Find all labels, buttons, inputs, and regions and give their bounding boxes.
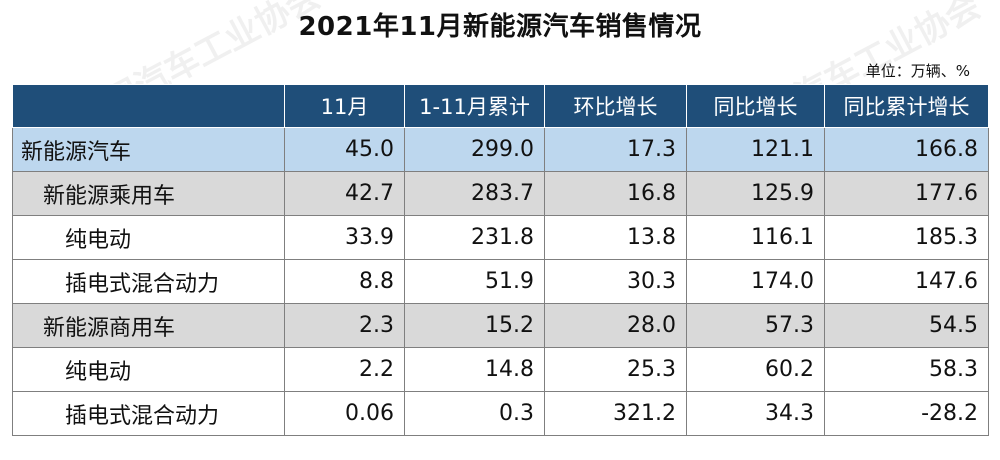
table-header-row: 11月 1-11月累计 环比增长 同比增长 同比累计增长: [12, 84, 989, 128]
table-cell: 121.1: [686, 127, 825, 172]
row-label: 插电式混合动力: [12, 259, 285, 304]
table-row: 纯电动 33.9 231.8 13.8 116.1 185.3: [12, 215, 989, 260]
table-cell: 15.2: [404, 303, 545, 348]
column-header: 环比增长: [544, 84, 687, 128]
row-label: 新能源商用车: [12, 303, 285, 348]
row-label: 插电式混合动力: [12, 391, 285, 436]
table-cell: 2.2: [284, 347, 405, 392]
table-cell: 283.7: [404, 171, 545, 216]
table-cell: 17.3: [544, 127, 687, 172]
table-cell: 321.2: [544, 391, 687, 436]
table-cell: 2.3: [284, 303, 405, 348]
table-cell: 299.0: [404, 127, 545, 172]
sales-table: 11月 1-11月累计 环比增长 同比增长 同比累计增长 新能源汽车 45.0 29…: [12, 84, 989, 436]
table-cell: 30.3: [544, 259, 687, 304]
table-cell: 25.3: [544, 347, 687, 392]
table-cell: 42.7: [284, 171, 405, 216]
table-cell: 8.8: [284, 259, 405, 304]
table-cell: 16.8: [544, 171, 687, 216]
table-row: 纯电动 2.2 14.8 25.3 60.2 58.3: [12, 347, 989, 392]
column-header: 11月: [284, 84, 405, 128]
table-cell: 28.0: [544, 303, 687, 348]
table-cell: 185.3: [824, 215, 989, 260]
table-cell: 0.3: [404, 391, 545, 436]
table-row: 插电式混合动力 0.06 0.3 321.2 34.3 -28.2: [12, 391, 989, 436]
table-cell: 51.9: [404, 259, 545, 304]
table-cell: 166.8: [824, 127, 989, 172]
table-cell: 57.3: [686, 303, 825, 348]
table-cell: 177.6: [824, 171, 989, 216]
table-cell: 34.3: [686, 391, 825, 436]
table-cell: 14.8: [404, 347, 545, 392]
unit-label: 单位：万辆、%: [865, 62, 970, 80]
table-cell: 58.3: [824, 347, 989, 392]
column-header: 同比增长: [686, 84, 825, 128]
table-row: 新能源商用车 2.3 15.2 28.0 57.3 54.5: [12, 303, 989, 348]
table-row: 新能源乘用车 42.7 283.7 16.8 125.9 177.6: [12, 171, 989, 216]
row-label: 纯电动: [12, 347, 285, 392]
row-label: 新能源乘用车: [12, 171, 285, 216]
table-cell: 54.5: [824, 303, 989, 348]
table-cell: 147.6: [824, 259, 989, 304]
table-cell: 174.0: [686, 259, 825, 304]
table-cell: 231.8: [404, 215, 545, 260]
table-cell: 33.9: [284, 215, 405, 260]
page-title: 2021年11月新能源汽车销售情况: [298, 12, 702, 42]
table-row: 新能源汽车 45.0 299.0 17.3 121.1 166.8: [12, 127, 989, 172]
row-label: 纯电动: [12, 215, 285, 260]
table-cell: 13.8: [544, 215, 687, 260]
table-cell: 116.1: [686, 215, 825, 260]
table-cell: 0.06: [284, 391, 405, 436]
table-cell: -28.2: [824, 391, 989, 436]
column-header: 同比累计增长: [824, 84, 989, 128]
table-cell: 60.2: [686, 347, 825, 392]
table-cell: 125.9: [686, 171, 825, 216]
table-cell: 45.0: [284, 127, 405, 172]
table-row: 插电式混合动力 8.8 51.9 30.3 174.0 147.6: [12, 259, 989, 304]
column-header: [12, 84, 285, 128]
column-header: 1-11月累计: [404, 84, 545, 128]
row-label: 新能源汽车: [12, 127, 285, 172]
